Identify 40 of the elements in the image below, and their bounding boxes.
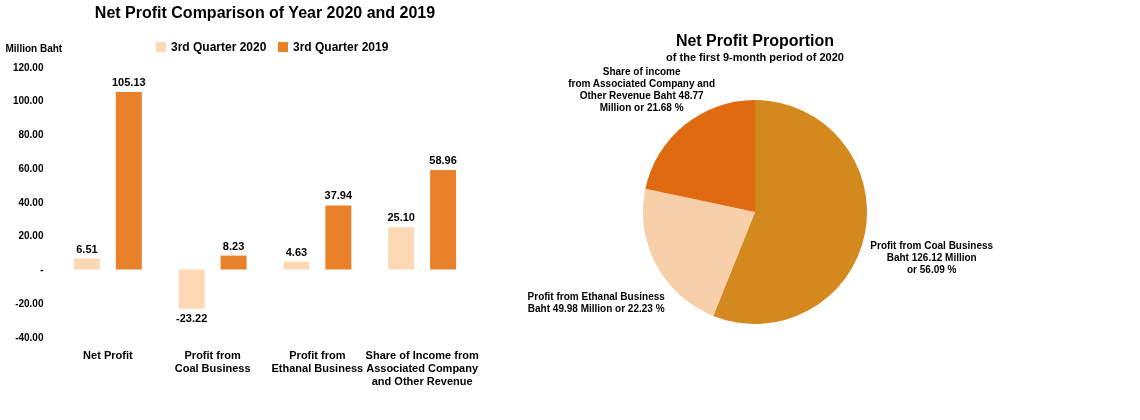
- bar: [115, 92, 142, 270]
- pie-slice: [645, 100, 755, 212]
- chart-subtitle: of the first 9-month period of 2020: [666, 51, 844, 63]
- y-tick-label: -20.00: [15, 297, 44, 309]
- data-label: 58.96: [429, 154, 457, 167]
- data-label: 4.63: [285, 245, 308, 258]
- data-label: -23.22: [176, 311, 208, 324]
- data-label: 37.94: [324, 189, 353, 202]
- x-tick-label: Profit from Ethanal Business: [271, 348, 364, 374]
- bar: [220, 255, 247, 270]
- data-label: 25.10: [387, 211, 415, 224]
- y-axis-title: Million Baht: [5, 42, 63, 54]
- x-tick-label: Profit from Coal Business: [174, 348, 251, 374]
- bar: [388, 227, 415, 270]
- pie-slice: [713, 100, 867, 324]
- chart-title: Net Profit Comparison of Year 2020 and 2019: [94, 4, 436, 21]
- legend-label: 3rd Quarter 2019: [293, 40, 389, 54]
- chart-title: Net Profit Proportion: [675, 32, 835, 49]
- data-label: 6.51: [76, 242, 98, 255]
- y-tick-label: 60.00: [18, 162, 44, 174]
- slice-label: Profit from Ethanal Business Baht 49.98 Million or 22.23 %: [527, 290, 666, 314]
- data-label: 105.13: [111, 76, 146, 89]
- y-tick-label: 20.00: [18, 230, 44, 242]
- bar: [325, 205, 352, 270]
- y-tick-label: -40.00: [15, 331, 44, 343]
- x-tick-label: Share of Income from Associated Company and Other Revenue: [365, 348, 479, 387]
- bar: [430, 170, 457, 270]
- x-tick-label: Net Profit: [83, 348, 133, 361]
- bar: [178, 269, 205, 309]
- y-tick-label: 40.00: [18, 196, 44, 208]
- slice-label: Share of income from Associated Company and Other Revenue Baht 48.77 Million or 21.68 %: [568, 66, 716, 114]
- slice-label: Profit from Coal Business Baht 126.12 Million or 56.09 %: [870, 240, 994, 276]
- data-label: 8.23: [222, 239, 245, 252]
- bar: [73, 258, 100, 270]
- y-tick-label: 80.00: [18, 129, 44, 140]
- y-tick-label: -: [40, 264, 44, 275]
- bar: [283, 261, 310, 270]
- legend-label: 3rd Quarter 2020: [171, 40, 267, 54]
- y-tick-label: 100.00: [12, 95, 44, 107]
- y-tick-label: 120.00: [12, 61, 44, 73]
